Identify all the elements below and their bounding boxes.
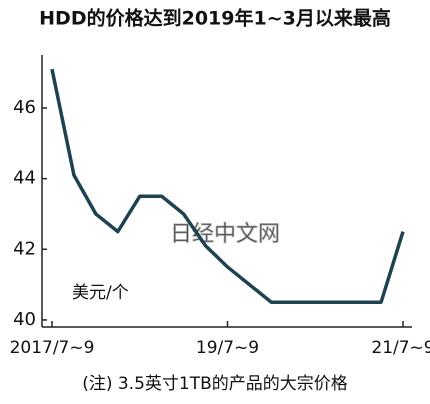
y-tick-label: 46: [13, 97, 36, 118]
line: [50, 68, 405, 305]
x-tick-label: 21/7~9: [371, 338, 430, 358]
x-tick-label: 19/7~9: [196, 338, 259, 358]
y-tick-label: 40: [13, 309, 36, 330]
chart-title: HDD的价格达到2019年1~3月以来最高: [39, 7, 391, 30]
unit-label: 美元/个: [72, 283, 129, 303]
y-tick-label: 42: [13, 238, 36, 259]
watermark: 日经中文网: [170, 222, 280, 247]
x-tick-label: 2017/7~9: [10, 338, 95, 358]
note: (注) 3.5英寸1TB的产品的大宗价格: [82, 374, 348, 394]
y-tick-label: 44: [13, 168, 36, 189]
